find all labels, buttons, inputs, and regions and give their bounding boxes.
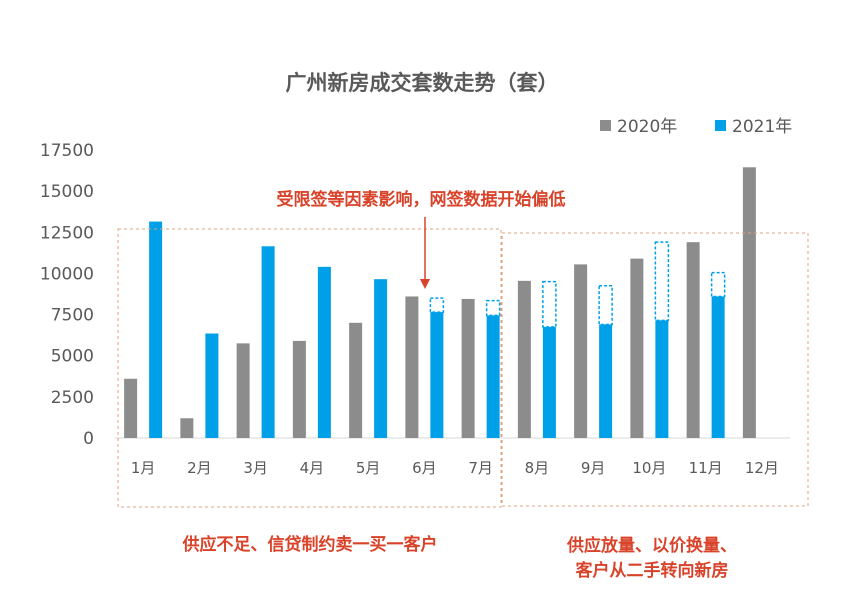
estimated-gap-6 [429,297,445,313]
x-tick-label: 11月 [689,459,723,477]
y-tick-label: 7500 [51,306,94,326]
x-tick-label: 4月 [300,459,325,477]
bar-2021-6 [430,312,444,438]
bar-2021-4 [317,266,331,438]
top-annotation: 受限签等因素影响，网签数据开始偏低 [277,189,566,210]
estimated-gap-7 [485,299,501,317]
x-tick-label: 9月 [581,459,606,477]
legend-swatch-2021 [715,120,726,131]
legend-label-2021: 2021年 [732,117,792,137]
y-tick-label: 5000 [51,347,94,367]
bar-2021-2 [205,333,219,438]
y-tick-label: 17500 [40,141,94,161]
x-axis-labels: 1月 2月 3月 4月 5月 6月 7月 8月 9月 10月 11月 12月 [131,459,779,477]
chart-title: 广州新房成交套数走势（套） [286,71,559,95]
bar-2021-3 [261,246,275,438]
bar-2020-11 [686,242,700,438]
x-tick-label: 6月 [412,459,437,477]
bar-2020-3 [236,343,250,438]
x-tick-label: 8月 [525,459,550,477]
bar-2020-2 [180,418,194,438]
x-tick-label: 3月 [243,459,268,477]
y-tick-label: 15000 [40,182,94,202]
right-annotation-line2: 客户从二手转向新房 [575,560,729,581]
bar-2021-10 [655,320,669,438]
bar-2020-12 [742,167,756,438]
x-tick-label: 2月 [187,459,212,477]
bar-2020-6 [405,296,419,438]
left-region-box [117,228,502,508]
legend-swatch-2020 [600,120,611,131]
estimated-gaps [429,241,726,328]
right-region-box [501,232,809,507]
bar-2020-1 [124,378,138,438]
bar-2020-10 [630,258,644,438]
x-tick-label: 1月 [131,459,156,477]
annotation-arrow [420,217,430,289]
bar-2021-9 [599,324,613,438]
estimated-gap-11 [710,271,726,298]
left-annotation: 供应不足、信贷制约卖一买一客户 [182,534,438,555]
y-tick-label: 0 [83,429,94,449]
x-tick-label: 12月 [745,459,779,477]
estimated-gap-10 [654,241,670,322]
bar-2020-8 [517,280,531,438]
x-tick-label: 5月 [356,459,381,477]
y-axis: 0 2500 5000 7500 10000 12500 15000 17500 [40,141,94,449]
y-tick-label: 2500 [51,388,94,408]
legend-label-2020: 2020年 [617,117,677,137]
bar-2020-5 [349,322,363,438]
x-tick-label: 10月 [632,459,666,477]
bar-2021-1 [149,221,163,438]
bar-2021-8 [542,326,556,438]
bar-2021-11 [711,296,725,438]
bar-2020-7 [461,298,475,438]
x-tick-label: 7月 [468,459,493,477]
bar-2020-9 [574,264,588,438]
y-tick-label: 12500 [40,223,94,243]
bar-2020-4 [292,340,306,438]
bar-2021-7 [486,315,500,438]
y-tick-label: 10000 [40,264,94,284]
estimated-gap-9 [598,285,613,326]
legend: 2020年 2021年 [600,117,792,137]
estimated-gap-8 [542,280,557,328]
right-annotation-line1: 供应放量、以价换量、 [566,535,737,556]
bar-2021-5 [374,279,388,438]
bars [124,167,756,438]
